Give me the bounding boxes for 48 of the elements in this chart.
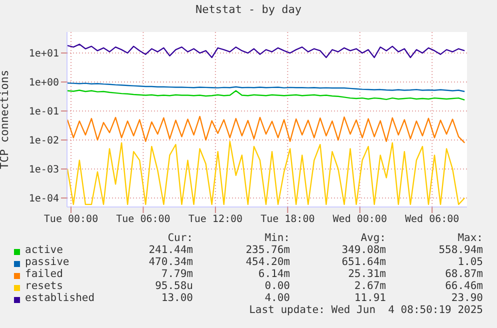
x-tick-label: Wed 06:00 (405, 214, 460, 226)
chart-title: Netstat - by day (194, 3, 302, 16)
x-tick-label: Tue 18:00 (260, 214, 315, 226)
text: Min: (264, 232, 290, 244)
x-tick-label: Tue 06:00 (116, 214, 170, 226)
text: Avg: (360, 232, 386, 244)
text: Last update: Wed Jun 4 08:50:19 2025 (249, 304, 483, 316)
text: 0.00 (264, 280, 290, 292)
text: 2.67m (354, 280, 386, 292)
x-tick-label: Wed 00:00 (332, 214, 387, 226)
y-tick-label: 1e+01 (28, 48, 59, 60)
text: 470.34m (148, 256, 193, 268)
y-tick-label: 1e+00 (28, 78, 59, 89)
text: 454.20m (246, 256, 290, 268)
text: 235.76m (246, 244, 290, 256)
legend-label: passive (25, 256, 70, 268)
legend-label: resets (25, 280, 63, 292)
x-tick-label: Tue 00:00 (44, 214, 98, 226)
legend-label: established (25, 292, 95, 304)
legend-label: active (25, 244, 63, 256)
y-tick-label: 1e-01 (28, 106, 59, 118)
text: Max: (458, 232, 483, 244)
text: 651.64m (342, 256, 386, 268)
text: 68.87m (445, 268, 483, 280)
text: 6.14m (258, 268, 290, 280)
text: 7.79m (161, 268, 193, 280)
text: 25.31m (348, 268, 386, 280)
text: 95.58u (155, 280, 193, 292)
text: 66.46m (445, 280, 483, 292)
text: 11.91 (354, 292, 386, 304)
line-series (67, 82, 466, 92)
x-tick-label: Tue 12:00 (188, 214, 243, 226)
text: 241.44m (148, 244, 193, 256)
line-series (67, 116, 466, 144)
text: 23.90 (451, 292, 483, 304)
text: 1.05 (458, 256, 483, 268)
line-series (67, 90, 466, 101)
text: 13.00 (161, 292, 193, 304)
y-tick-label: 1e-02 (28, 136, 59, 147)
line-series (67, 44, 466, 58)
y-axis-title: TCP connections (0, 70, 11, 170)
y-tick-label: 1e-03 (28, 164, 59, 176)
text: Cur: (168, 232, 193, 244)
text: 558.94m (438, 244, 483, 256)
text: 4.00 (264, 292, 290, 304)
y-tick-label: 1e-04 (28, 194, 59, 205)
legend-label: failed (25, 268, 63, 280)
text: 349.08m (342, 244, 386, 256)
